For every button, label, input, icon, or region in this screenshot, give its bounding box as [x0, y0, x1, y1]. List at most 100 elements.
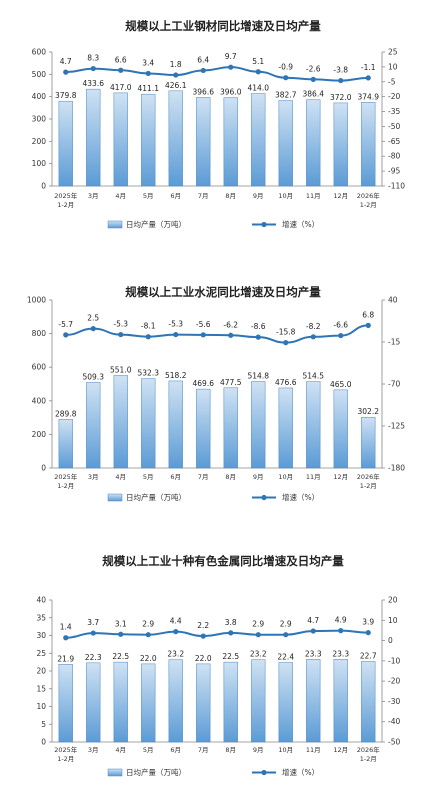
x-tick-line: 12月	[333, 746, 348, 754]
bar	[113, 92, 128, 187]
bar	[251, 381, 266, 469]
legend-bar-label: 日均产量（万吨）	[126, 219, 186, 229]
bar-value-label: 382.7	[275, 91, 297, 100]
y-left-tick-label: 40	[36, 596, 46, 605]
bar-value-label: 396.0	[220, 88, 242, 97]
y-right-tick-label: -70	[388, 380, 400, 389]
growth-point	[118, 67, 124, 73]
legend: 日均产量（万吨） 增速（%）	[107, 219, 319, 229]
bar	[306, 381, 321, 469]
y-right-tick-label: 10	[388, 616, 398, 625]
bar-value-label: 22.5	[222, 652, 239, 661]
x-tick-label: 12月	[333, 746, 348, 754]
bar	[86, 662, 101, 743]
legend-line-marker	[261, 221, 267, 228]
growth-point	[283, 75, 289, 81]
bar	[306, 659, 321, 743]
x-tick-line: 5月	[143, 473, 154, 481]
growth-point	[283, 340, 289, 346]
legend-line-marker	[261, 769, 267, 776]
y-left-tick-label: 500	[32, 70, 47, 79]
y-right-tick-label: 0	[388, 636, 393, 645]
x-tick-line: 3月	[88, 192, 99, 200]
bar-value-label: 22.0	[140, 654, 157, 663]
x-tick-line: 5月	[143, 192, 154, 200]
y-right-tick-label: 20	[388, 596, 398, 605]
x-tick-line: 10月	[278, 473, 293, 481]
bar-value-label: 396.6	[193, 87, 215, 96]
y-right-tick-label: -80	[388, 152, 400, 161]
x-tick-label: 6月	[170, 746, 181, 754]
growth-point	[118, 331, 124, 338]
growth-value-label: 3.1	[115, 619, 127, 628]
x-tick-line: 1-2月	[57, 201, 74, 209]
y-left-tick-label: 200	[32, 430, 47, 439]
bar-value-label: 23.3	[305, 649, 322, 658]
bar-value-label: 417.0	[110, 83, 132, 92]
x-tick-label: 5月	[143, 192, 154, 200]
growth-value-label: 5.1	[252, 57, 264, 66]
growth-point	[173, 629, 179, 635]
x-tick-line: 4月	[115, 192, 126, 200]
bar	[196, 388, 211, 469]
x-tick-line: 4月	[115, 746, 126, 754]
bar-value-label: 532.3	[138, 369, 160, 378]
x-tick-label: 10月	[278, 473, 293, 481]
x-tick-line: 11月	[306, 473, 321, 481]
growth-point	[228, 630, 234, 636]
bar-value-label: 23.2	[250, 650, 267, 659]
growth-point	[118, 631, 124, 637]
bar-value-label: 514.5	[303, 372, 325, 381]
growth-value-label: 3.7	[87, 618, 99, 627]
x-tick-line: 8月	[225, 192, 236, 200]
x-tick-line: 10月	[278, 192, 293, 200]
bar-value-label: 23.3	[332, 649, 349, 658]
y-left-tick-label: 600	[32, 48, 47, 57]
x-tick-label: 10月	[278, 746, 293, 754]
bar-value-label: 469.6	[193, 379, 215, 388]
chart-title: 规模以上工业水泥同比增速及日均产量	[125, 285, 321, 299]
x-tick-label: 12月	[333, 192, 348, 200]
growth-point	[145, 70, 151, 77]
x-tick-label: 3月	[88, 473, 99, 481]
growth-value-label: 1.4	[60, 623, 72, 632]
x-tick-line: 3月	[88, 746, 99, 754]
bar-value-label: 22.7	[360, 651, 377, 660]
bar	[196, 97, 211, 187]
bar	[58, 419, 73, 469]
y-left-tick-label: 800	[32, 329, 47, 338]
x-tick-label: 2025年 1-2月	[54, 472, 78, 490]
bar-value-label: 22.5	[112, 652, 129, 661]
bar	[141, 663, 156, 743]
growth-value-label: -5.3	[113, 320, 128, 329]
x-tick-line: 10月	[278, 746, 293, 754]
growth-value-label: 2.5	[87, 314, 99, 323]
growth-line	[65, 66, 369, 82]
growth-value-label: 2.2	[197, 621, 209, 630]
x-tick-label: 2025年 1-2月	[54, 191, 78, 209]
x-tick-label: 8月	[225, 192, 236, 200]
legend-bar-swatch	[107, 768, 123, 777]
bar	[141, 93, 156, 187]
growth-value-label: 9.7	[225, 52, 237, 61]
chart-nonferrous: 规模以上工业十种有色金属同比增速及日均产量 0 5 10 15 20 25 30 35 40 20 1…	[0, 532, 447, 800]
x-tick-line: 2026年	[357, 191, 381, 200]
bar-value-label: 289.8	[55, 409, 77, 418]
bar-value-label: 21.9	[57, 654, 74, 663]
growth-value-label: -2.6	[306, 64, 321, 73]
x-tick-label: 8月	[225, 473, 236, 481]
x-tick-line: 5月	[143, 746, 154, 754]
growth-value-label: 4.4	[170, 617, 182, 626]
x-tick-label: 2026年 1-2月	[357, 472, 381, 490]
y-left-tick-label: 0	[41, 464, 46, 473]
bar-value-label: 411.1	[138, 84, 160, 93]
growth-value-label: -15.8	[276, 328, 296, 337]
steel-chart-svg: 规模以上工业钢材同比增速及日均产量 0 100 200 300 400 500 600 25 10…	[32, 19, 406, 229]
growth-value-label: 2.9	[142, 620, 154, 629]
y-right-tick-label: -50	[388, 122, 400, 131]
y-left-tick-label: 20	[36, 667, 46, 676]
growth-value-label: -8.1	[141, 322, 156, 331]
y-left-tick-label: 0	[41, 182, 46, 191]
x-tick-line: 4月	[115, 473, 126, 481]
x-tick-label: 11月	[306, 473, 321, 481]
